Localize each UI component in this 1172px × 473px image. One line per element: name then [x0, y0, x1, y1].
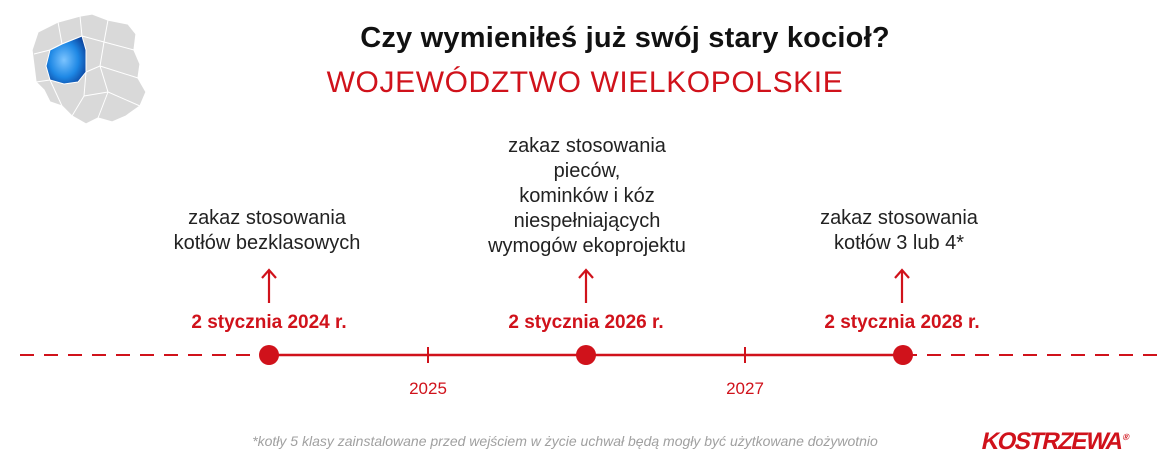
event-2026-date: 2 stycznia 2026 r. — [508, 312, 664, 333]
footnote: *kotły 5 klasy zainstalowane przed wejśc… — [252, 433, 878, 449]
wielkopolskie-region — [45, 35, 87, 85]
page-subtitle: WOJEWÓDZTWO WIELKOPOLSKIE — [326, 66, 844, 99]
event-2026-description: zakaz stosowania pieców, kominków i kóz … — [437, 134, 737, 259]
event-2026-line-4: niespełniających — [513, 210, 661, 232]
page-title: Czy wymieniłeś już swój stary kocioł? — [360, 22, 890, 54]
event-2026-line-5: wymogów ekoprojektu — [488, 235, 686, 257]
event-2024-date: 2 stycznia 2024 r. — [191, 312, 347, 333]
event-2024-description: zakaz stosowania kotłów bezklasowych — [117, 206, 417, 256]
event-2026-line-3: kominków i kóz — [519, 185, 655, 207]
milestone-2026 — [576, 345, 596, 365]
poland-map-icon — [31, 13, 147, 125]
year-label-2027: 2027 — [726, 379, 764, 398]
logo-text: KOSTRZEWA — [979, 428, 1125, 455]
event-2028-description: zakaz stosowania kotłów 3 lub 4* — [749, 206, 1049, 256]
event-2028-line-2: kotłów 3 lub 4* — [833, 232, 965, 254]
milestone-2024 — [259, 345, 279, 365]
event-2028-date: 2 stycznia 2028 r. — [824, 312, 980, 333]
timeline-axis — [20, 345, 1160, 365]
registered-mark: ® — [1121, 432, 1130, 442]
arrow-up-icon — [261, 268, 277, 303]
event-2024-line-1: zakaz stosowania — [188, 207, 346, 229]
event-2026-line-2: pieców, — [553, 160, 621, 182]
kostrzewa-logo: KOSTRZEWA® — [979, 428, 1155, 456]
event-2024-line-2: kotłów bezklasowych — [173, 232, 361, 254]
arrow-up-icon — [894, 268, 910, 303]
arrow-up-icon — [578, 268, 594, 303]
event-2026-line-1: zakaz stosowania — [508, 135, 666, 157]
event-2028-line-1: zakaz stosowania — [820, 207, 978, 229]
milestone-2028 — [893, 345, 913, 365]
year-label-2025: 2025 — [409, 379, 447, 398]
